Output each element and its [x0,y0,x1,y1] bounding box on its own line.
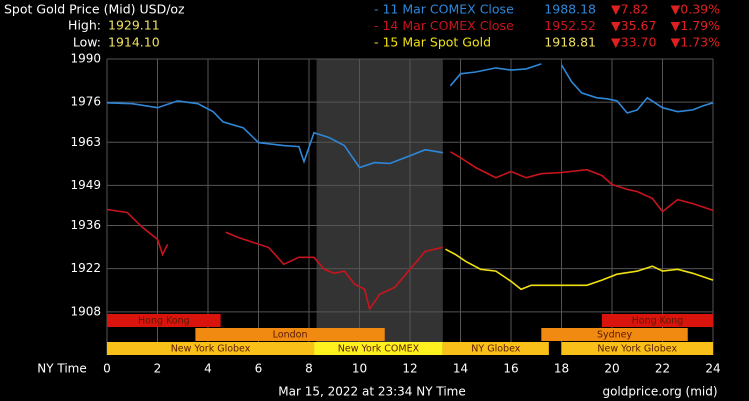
x-tick-label: 22 [655,362,670,376]
session-bar [314,342,443,355]
x-tick-label: 20 [604,362,619,376]
session-bar [107,342,315,355]
session-bar [107,314,221,327]
y-tick-label: 1936 [70,218,101,232]
high-label: High: [68,18,101,33]
session-bar [561,342,713,355]
legend-change-pct: ▼1.79% [671,18,720,33]
x-tick-label: 0 [103,362,111,376]
y-tick-label: 1963 [70,135,101,149]
session-label: Hong Kong [632,316,684,327]
x-axis-label: NY Time [37,362,87,376]
y-tick-label: 1976 [70,95,101,109]
x-tick-label: 2 [154,362,162,376]
session-bar [541,328,688,341]
x-tick-label: 18 [554,362,569,376]
low-value: 1914.10 [108,35,160,50]
session-label: Hong Kong [138,316,190,327]
legend-entry: - 14 Mar COMEX Close [374,18,514,33]
session-bar [195,328,385,341]
legend-entry: - 11 Mar COMEX Close [374,2,514,17]
x-tick-label: 4 [204,362,212,376]
y-tick-label: 1908 [70,304,101,318]
price-line [106,151,714,312]
x-tick-label: 12 [402,362,417,376]
low-label: Low: [73,35,101,50]
price-line [106,63,714,169]
timestamp: Mar 15, 2022 at 23:34 NY Time [278,385,465,399]
session-label: New York Globex [597,344,677,355]
high-value: 1929.11 [108,18,160,33]
legend-entry: - 15 Mar Spot Gold [374,35,491,50]
legend-change: ▼33.70 [611,35,656,50]
x-tick-label: 16 [503,362,518,376]
session-label: NY Globex [471,344,520,355]
highlight-band [316,59,443,355]
y-tick-label: 1949 [70,178,101,192]
legend-change-pct: ▼1.73% [671,35,720,50]
session-label: New York COMEX [338,344,420,355]
y-tick-label: 1922 [70,261,101,275]
session-label: Sydney [597,330,633,341]
legend-close: 1918.81 [544,35,596,50]
y-tick-label: 1990 [70,52,101,66]
price-line [445,248,714,291]
session-label: New York Globex [171,344,251,355]
x-tick-label: 10 [352,362,367,376]
x-tick-label: 8 [305,362,313,376]
x-tick-label: 6 [255,362,263,376]
legend-change-pct: ▼0.39% [671,2,720,17]
session-bar [442,342,549,355]
x-tick-label: 24 [705,362,720,376]
x-tick-label: 14 [453,362,468,376]
session-label: London [273,330,308,341]
legend-change: ▼7.82 [611,2,648,17]
session-bar [601,314,713,327]
legend-close: 1988.18 [544,2,596,17]
legend-close: 1952.52 [544,18,596,33]
legend-change: ▼35.67 [611,18,656,33]
chart-title: Spot Gold Price (Mid) USD/oz [4,2,185,17]
source: goldprice.org (mid) [602,385,717,399]
